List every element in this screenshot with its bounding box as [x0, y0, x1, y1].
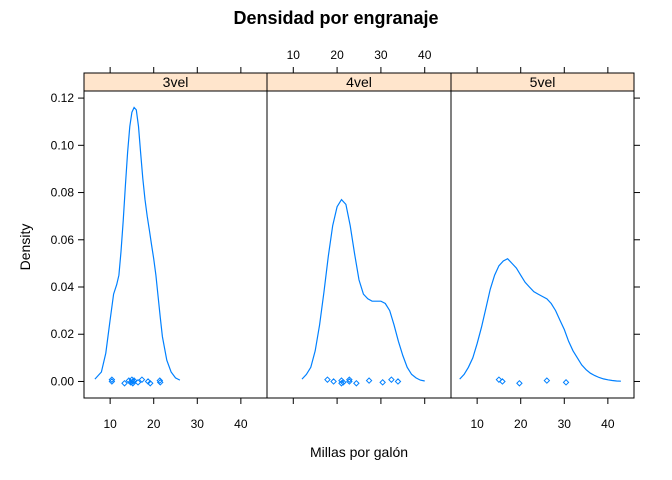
x-tick-label-top: 30 [374, 48, 388, 62]
data-point [121, 379, 128, 387]
x-axis-label: Millas por galón [310, 444, 408, 460]
data-point [156, 379, 164, 386]
data-point [379, 379, 386, 386]
panel-3vel: 3vel 10 20 30 40 [83, 67, 268, 431]
data-point [324, 376, 331, 383]
y-tick-label: 0.12 [51, 91, 75, 105]
y-tick-label: 0.00 [51, 374, 75, 388]
data-point [346, 376, 353, 383]
panel-frame [83, 90, 268, 399]
panel-frame [266, 90, 452, 399]
data-point [365, 377, 373, 384]
strip-label: 5vel [530, 74, 556, 90]
x-tick-label-bottom: 40 [234, 417, 248, 431]
data-point [146, 379, 154, 387]
data-point [495, 376, 503, 383]
data-point [388, 376, 395, 383]
data-point [562, 379, 570, 386]
x-tick-label-bottom: 30 [191, 417, 205, 431]
x-tick-label-bottom: 30 [558, 417, 572, 431]
y-axis-label: Density [17, 224, 33, 271]
data-point [543, 377, 551, 384]
data-point [394, 378, 402, 385]
x-tick-label-bottom: 10 [470, 417, 484, 431]
panel-frame [450, 90, 635, 399]
y-tick-label: 0.10 [51, 138, 75, 152]
data-point [339, 379, 347, 386]
data-point [138, 376, 146, 383]
x-tick-label-top: 40 [418, 48, 432, 62]
y-tick-label: 0.06 [51, 233, 75, 247]
chart-title: Densidad por engranaje [233, 8, 438, 28]
data-point [338, 379, 345, 387]
x-tick-label-bottom: 20 [514, 417, 528, 431]
data-point [330, 378, 337, 385]
strip-label: 3vel [163, 74, 189, 90]
y-tick-label: 0.08 [51, 186, 75, 200]
data-point [130, 377, 138, 384]
density-curve-4vel [301, 198, 425, 382]
x-tick-label-bottom: 40 [601, 417, 615, 431]
y-tick-label: 0.02 [51, 327, 75, 341]
x-tick-label-bottom: 10 [103, 417, 117, 431]
x-tick-label-bottom: 20 [147, 417, 161, 431]
y-tick-label: 0.04 [51, 280, 75, 294]
x-tick-label-top: 20 [330, 48, 344, 62]
density-curve-5vel [459, 257, 621, 382]
data-point [108, 378, 116, 385]
panel-4vel: 4vel 10 20 30 40 [266, 48, 452, 404]
data-point [108, 376, 116, 383]
data-point [499, 378, 506, 385]
x-tick-label-top: 10 [287, 48, 301, 62]
data-point [353, 379, 360, 387]
data-point [516, 379, 523, 387]
data-point [346, 378, 353, 385]
strip-label: 4vel [346, 74, 372, 90]
panel-5vel: 5vel 10 20 30 40 [450, 67, 635, 431]
density-curve-3vel [94, 106, 181, 381]
plot-area: 0.00 0.02 0.04 0.06 0.08 0.10 0.12 3vel 10 20 30 40… [51, 48, 640, 431]
data-point [134, 379, 142, 386]
data-point [156, 377, 164, 384]
